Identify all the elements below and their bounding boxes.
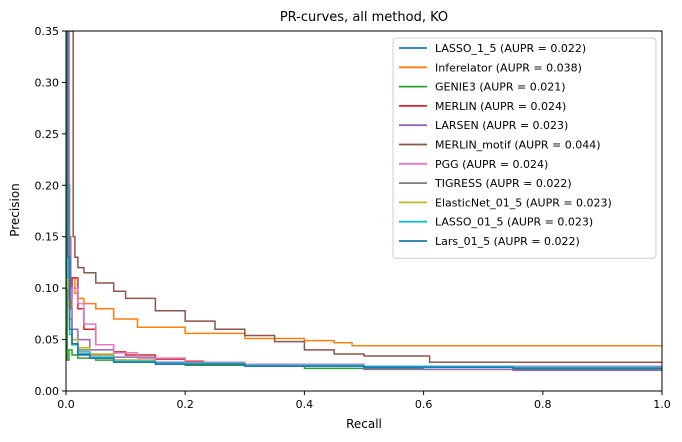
legend: LASSO_1_5 (AUPR = 0.022) Inferelator (AUP… bbox=[392, 37, 657, 259]
x-axis-label: Recall bbox=[346, 417, 382, 431]
x-tick-label: 0.2 bbox=[176, 398, 194, 411]
legend-label-4: LARSEN (AUPR = 0.023) bbox=[435, 119, 568, 132]
x-tick-label: 1.0 bbox=[653, 398, 671, 411]
axes-layer: 0.0 0.2 0.4 0.6 0.8 1.0 0.00 0.05 0.10 0.15 0.20 0.… bbox=[35, 25, 671, 411]
y-tick-label: 0.00 bbox=[35, 385, 60, 398]
series-line-3 bbox=[66, 31, 204, 363]
legend-label-10: Lars_01_5 (AUPR = 0.022) bbox=[435, 235, 580, 248]
x-tick-label: 0.4 bbox=[296, 398, 314, 411]
series-line-2 bbox=[66, 31, 662, 371]
legend-label-5: MERLIN_motif (AUPR = 0.044) bbox=[435, 139, 601, 152]
y-tick-label: 0.15 bbox=[35, 231, 60, 244]
x-tick-label: 0.6 bbox=[415, 398, 433, 411]
y-tick-label: 0.05 bbox=[35, 334, 60, 347]
legend-label-2: GENIE3 (AUPR = 0.021) bbox=[435, 81, 566, 94]
series-layer bbox=[66, 31, 662, 372]
y-axis-label: Precision bbox=[8, 183, 22, 237]
chart-title: PR-curves, all method, KO bbox=[280, 10, 448, 25]
series-line-10 bbox=[66, 31, 662, 370]
plot-frame bbox=[65, 30, 663, 392]
y-tick-label: 0.20 bbox=[35, 179, 60, 192]
legend-label-6: PGG (AUPR = 0.024) bbox=[435, 158, 548, 171]
y-tick-label: 0.25 bbox=[35, 128, 60, 141]
y-tick-label: 0.10 bbox=[35, 282, 60, 295]
y-tick-label: 0.30 bbox=[35, 76, 60, 89]
legend-label-7: TIGRESS (AUPR = 0.022) bbox=[434, 177, 572, 190]
y-tick-label: 0.35 bbox=[35, 25, 60, 38]
x-tick-label: 0.0 bbox=[57, 398, 75, 411]
legend-label-1: Inferelator (AUPR = 0.038) bbox=[435, 61, 582, 74]
legend-label-3: MERLIN (AUPR = 0.024) bbox=[435, 100, 566, 113]
x-tick-label: 0.8 bbox=[534, 398, 552, 411]
legend-label-0: LASSO_1_5 (AUPR = 0.022) bbox=[435, 42, 586, 55]
legend-box bbox=[392, 37, 657, 259]
series-line-5 bbox=[66, 31, 662, 363]
legend-label-8: ElasticNet_01_5 (AUPR = 0.023) bbox=[435, 196, 612, 209]
legend-label-9: LASSO_01_5 (AUPR = 0.023) bbox=[435, 216, 593, 229]
